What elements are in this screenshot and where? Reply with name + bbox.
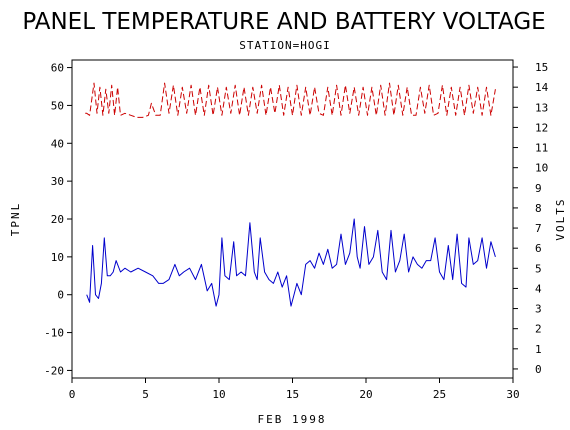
x-tick-label: 25 [433,388,446,401]
y-right-tick-label: 7 [535,222,542,235]
y-right-tick-label: 0 [535,363,542,376]
x-axis-label: FEB 1998 [258,413,327,426]
y-axis-label-left: TPNL [9,202,22,237]
x-tick-label: 0 [69,388,76,401]
y-right-tick-label: 2 [535,323,542,336]
y-left-tick-label: 50 [51,99,64,112]
chart-subtitle: STATION=HOGI [239,39,330,52]
y-right-tick-label: 5 [535,262,542,275]
series-layer [85,82,496,307]
y-right-tick-label: 9 [535,182,542,195]
y-right-tick-label: 15 [535,61,548,74]
x-tick-label: 15 [286,388,299,401]
y-left-tick-label: 20 [51,213,64,226]
y-left-tick-label: 10 [51,251,64,264]
y-right-tick-label: 10 [535,162,548,175]
y-right-tick-label: 1 [535,343,542,356]
series-line-tpnl [86,218,496,307]
series-line-volts [85,82,496,118]
y-right-tick-label: 6 [535,242,542,255]
y-left-tick-label: -20 [44,364,64,377]
y-axis-label-right: VOLTS [554,197,567,240]
axes-layer: 0 5 10 15 20 25 30-20-100102030405060012345678… [44,61,548,401]
y-left-tick-label: 60 [51,62,64,75]
y-left-tick-label: 0 [57,289,64,302]
y-right-tick-label: 11 [535,142,548,155]
y-left-tick-label: 40 [51,137,64,150]
x-tick-label: 20 [359,388,372,401]
x-tick-label: 5 [142,388,149,401]
x-tick-label: 30 [506,388,519,401]
y-right-tick-label: 3 [535,303,542,316]
y-right-tick-label: 4 [535,282,542,295]
y-right-tick-label: 8 [535,202,542,215]
x-tick-label: 10 [212,388,225,401]
y-right-tick-label: 14 [535,81,549,94]
chart-title: PANEL TEMPERATURE AND BATTERY VOLTAGE [22,9,545,35]
y-right-tick-label: 13 [535,101,548,114]
y-left-tick-label: 30 [51,175,64,188]
plot-frame [71,59,514,379]
y-left-tick-label: -10 [44,327,64,340]
y-right-tick-label: 12 [535,121,548,134]
